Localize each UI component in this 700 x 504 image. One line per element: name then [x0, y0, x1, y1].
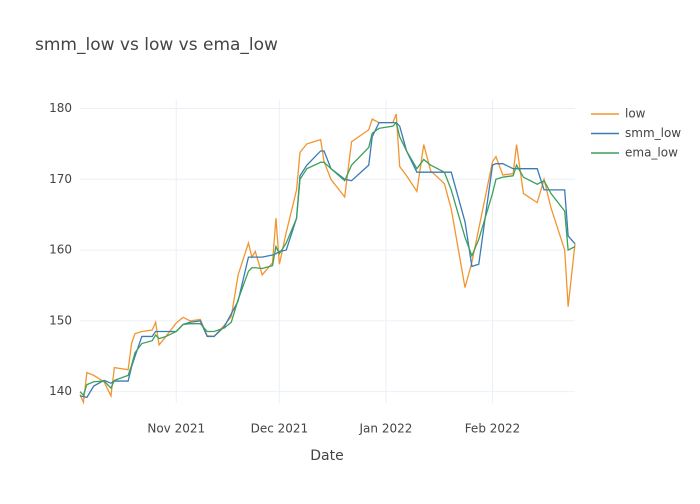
y-tick-label: 160 — [49, 243, 72, 257]
legend-label: ema_low — [625, 146, 678, 160]
x-axis-label: Date — [310, 448, 343, 464]
line-series — [79, 122, 576, 399]
x-tick-label: Dec 2021 — [251, 422, 309, 436]
y-tick-label: 180 — [49, 101, 72, 115]
chart-title: smm_low vs low vs ema_low — [35, 35, 278, 55]
y-tick-label: 140 — [49, 384, 72, 398]
x-tick-label: Feb 2022 — [465, 422, 521, 436]
legend-label: low — [625, 107, 646, 121]
x-tick-label: Jan 2022 — [359, 422, 413, 436]
legend-label: smm_low — [625, 126, 681, 140]
line-series — [79, 113, 576, 405]
line-series — [79, 121, 576, 397]
y-tick-label: 150 — [49, 313, 72, 327]
y-tick-label: 170 — [49, 172, 72, 186]
x-tick-label: Nov 2021 — [147, 422, 205, 436]
